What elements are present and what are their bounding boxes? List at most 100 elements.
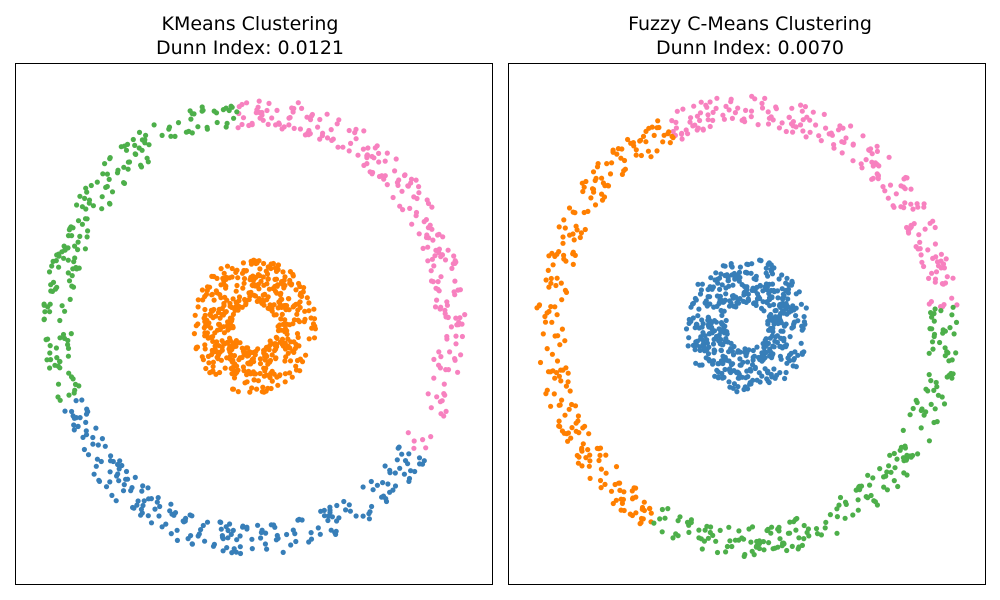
scatter-point: [249, 536, 255, 542]
scatter-point: [144, 155, 150, 161]
scatter-point: [926, 301, 932, 307]
scatter-point: [376, 150, 382, 156]
scatter-point: [760, 288, 766, 294]
scatter-point: [608, 488, 615, 494]
scatter-point: [203, 365, 209, 372]
scatter-point: [361, 128, 367, 134]
scatter-point: [697, 110, 704, 116]
scatter-point: [299, 105, 305, 111]
scatter-point: [556, 402, 562, 408]
scatter-point: [421, 219, 427, 225]
scatter-point: [246, 349, 253, 355]
scatter-point: [823, 519, 829, 525]
scatter-point: [787, 519, 793, 525]
scatter-point: [595, 161, 601, 167]
scatter-point: [93, 463, 99, 469]
scatter-point: [225, 325, 231, 331]
scatter-point: [265, 276, 271, 282]
scatter-point: [759, 100, 765, 106]
scatter-point: [315, 525, 321, 531]
scatter-point: [810, 109, 816, 115]
scatter-point: [546, 284, 552, 290]
scatter-point: [306, 539, 312, 545]
scatter-point: [610, 149, 616, 155]
scatter-point: [85, 409, 91, 415]
scatter-point: [723, 549, 729, 555]
scatter-point: [792, 349, 798, 355]
scatter-point: [311, 335, 318, 341]
scatter-point: [442, 392, 448, 398]
scatter-point: [761, 547, 767, 553]
scatter-point: [719, 282, 725, 288]
scatter-point: [192, 312, 198, 318]
scatter-point: [180, 518, 186, 524]
scatter-point: [59, 249, 65, 255]
scatter-point: [762, 95, 768, 101]
scatter-point: [937, 339, 943, 346]
scatter-point: [740, 298, 747, 304]
scatter-point: [591, 189, 597, 195]
scatter-point: [743, 269, 749, 275]
scatter-point: [727, 538, 733, 544]
scatter-point: [353, 136, 359, 142]
scatter-point: [749, 548, 755, 554]
scatter-point: [71, 422, 77, 428]
scatter-point: [455, 287, 461, 293]
scatter-point: [771, 366, 777, 372]
scatter-point: [130, 136, 136, 143]
scatter-point: [777, 370, 783, 376]
scatter-point: [771, 321, 777, 327]
scatter-point: [736, 269, 743, 275]
scatter-point: [240, 523, 246, 529]
scatter-point: [99, 194, 105, 200]
scatter-point: [241, 280, 247, 286]
scatter-point: [713, 538, 719, 544]
scatter-point: [940, 327, 946, 333]
scatter-point: [703, 298, 709, 304]
scatter-point: [769, 524, 775, 530]
scatter-point: [274, 107, 280, 113]
scatter-point: [721, 374, 727, 380]
scatter-point: [230, 296, 236, 302]
scatter-point: [725, 278, 731, 284]
scatter-point: [113, 498, 119, 504]
scatter-point: [146, 142, 152, 148]
scatter-point: [232, 371, 238, 377]
scatter-point: [416, 184, 422, 190]
scatter-point: [129, 485, 135, 491]
scatter-point: [83, 185, 89, 191]
scatter-point: [670, 128, 676, 135]
scatter-point: [754, 344, 760, 350]
scatter-point: [237, 533, 243, 539]
scatter-point: [206, 360, 212, 366]
scatter-point: [412, 468, 418, 475]
scatter-point: [917, 239, 923, 245]
scatter-point: [613, 464, 620, 470]
scatter-point: [239, 345, 245, 351]
chart-subtitle: Dunn Index: 0.0070: [655, 37, 845, 59]
scatter-point: [683, 326, 690, 332]
scatter-point: [793, 516, 799, 522]
scatter-point: [950, 275, 956, 281]
scatter-point: [229, 304, 235, 310]
scatter-point: [136, 129, 143, 135]
scatter-point: [801, 522, 807, 529]
scatter-point: [104, 171, 110, 177]
scatter-point: [717, 286, 723, 292]
scatter-point: [780, 291, 786, 297]
scatter-point: [739, 535, 745, 541]
scatter-point: [382, 463, 388, 469]
scatter-point: [261, 282, 267, 288]
scatter-point: [761, 345, 767, 351]
scatter-point: [265, 264, 271, 270]
scatter-point: [428, 268, 434, 274]
scatter-point: [294, 311, 300, 317]
scatter-point: [438, 274, 444, 280]
scatter-point: [428, 278, 435, 284]
scatter-point: [208, 307, 214, 313]
scatter-point: [55, 381, 62, 387]
scatter-point: [431, 356, 437, 362]
scatter-point: [748, 368, 754, 374]
scatter-point: [686, 335, 692, 341]
scatter-point: [157, 503, 163, 510]
